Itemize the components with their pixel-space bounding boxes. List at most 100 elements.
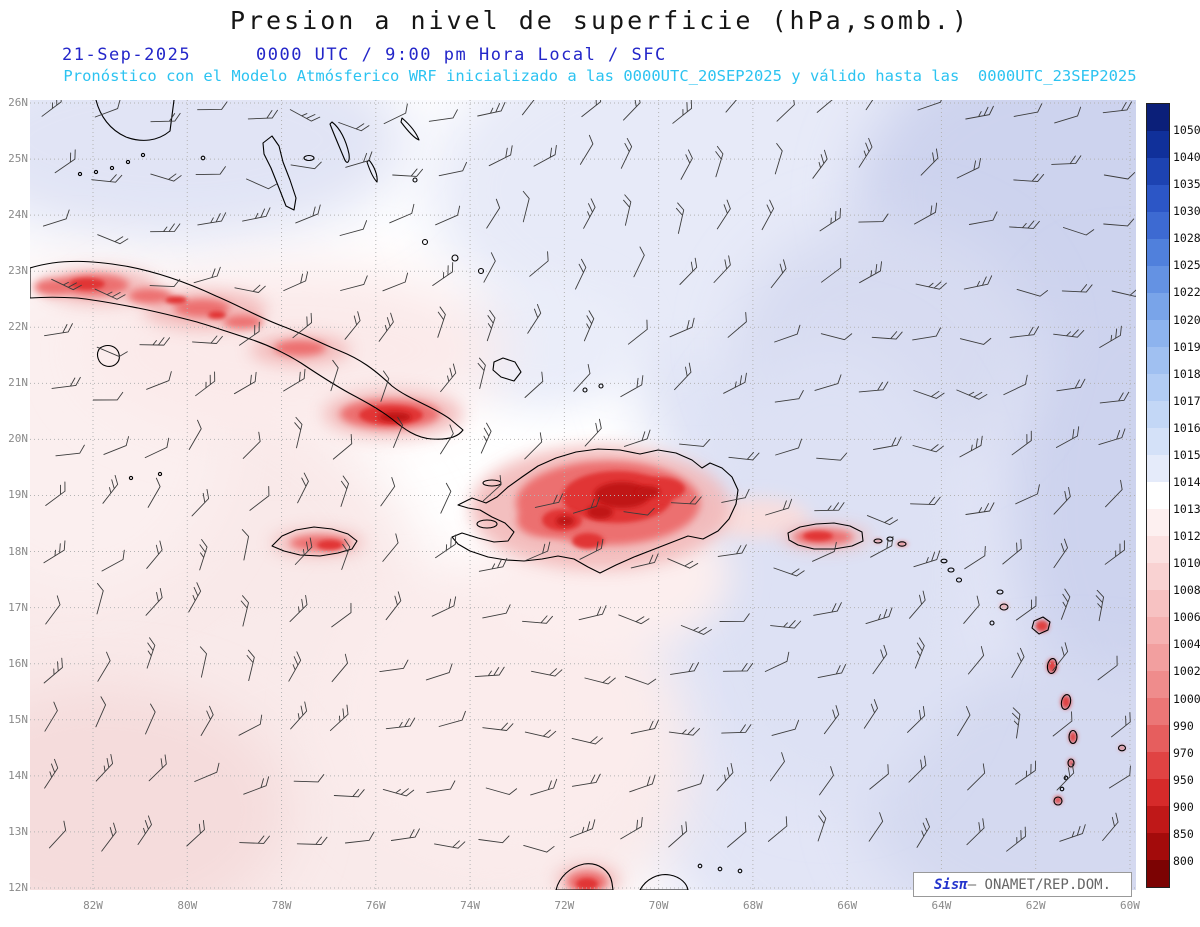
wind-barb [297, 472, 309, 504]
wind-barb [667, 558, 699, 569]
florida-keys [109, 165, 115, 171]
wind-barb [482, 722, 514, 731]
wind-barb [146, 637, 156, 669]
wind-barb [44, 323, 73, 337]
turks-islands [582, 387, 588, 393]
x-axis-tick-label: 80W [177, 899, 198, 912]
wind-barb [383, 103, 408, 125]
wind-barb [527, 304, 542, 334]
wind-barb [431, 596, 457, 617]
colorbar-level-label: 1008 [1173, 583, 1200, 598]
wind-barb [488, 145, 513, 167]
colorbar-level-label: 1013 [1173, 502, 1200, 517]
wind-barb [482, 474, 502, 502]
wind-barb [670, 662, 700, 675]
wind-barb [1104, 540, 1125, 565]
coastline-new-providence [303, 154, 315, 162]
wind-barb [817, 664, 847, 679]
wind-barb [425, 663, 453, 681]
wind-barb [44, 701, 58, 732]
colorbar-level-label: 1012 [1173, 529, 1200, 544]
wind-barb [199, 539, 208, 571]
colorbar-level-label: 850 [1173, 826, 1194, 841]
wind-barb [242, 207, 271, 222]
wind-barb [858, 381, 889, 393]
colorbar-level-label: 1010 [1173, 556, 1200, 571]
wind-barb [968, 211, 998, 225]
wind-barb [668, 727, 700, 736]
colorbar-level-label: 1006 [1173, 610, 1200, 625]
wind-barb [477, 357, 486, 389]
colorbar-cell [1147, 455, 1169, 482]
wind-barb [1103, 218, 1135, 227]
wind-barb [765, 498, 793, 516]
wind-barb [575, 258, 587, 290]
wind-barb [623, 507, 655, 516]
wind-barb [385, 591, 402, 621]
colorbar-level-label: 1035 [1173, 177, 1200, 192]
coastline-antigua [999, 603, 1009, 611]
wind-barb [234, 284, 266, 293]
wind-barb [917, 100, 944, 111]
wind-barb [1105, 479, 1123, 508]
wind-barb [959, 337, 992, 345]
wind-barb [435, 205, 461, 226]
colorbar-level-label: 1022 [1173, 285, 1200, 300]
colorbar-cell [1147, 644, 1169, 671]
wind-barb [674, 362, 692, 391]
wind-barb [292, 312, 313, 339]
wind-barb [1102, 812, 1119, 841]
wind-barb [101, 822, 117, 852]
wind-barb [871, 331, 903, 340]
wind-barb [103, 436, 130, 455]
wind-barb [858, 213, 889, 223]
wind-barb [48, 820, 67, 849]
wind-barb [912, 327, 941, 341]
wind-barb [819, 766, 834, 796]
wind-barb [379, 659, 409, 673]
wind-barb [42, 209, 70, 227]
pressure-colorbar-labels: 1050 1040 1035 1030 1028 1025 1022 1020 1019 1018… [1173, 103, 1200, 888]
wind-barb [1052, 642, 1069, 671]
wind-barb [102, 474, 119, 504]
wind-barb [1103, 172, 1136, 180]
wind-barb [522, 615, 553, 624]
wind-barb [45, 595, 61, 625]
wind-barb [51, 376, 81, 389]
wind-barb [1053, 538, 1068, 569]
wind-barb [477, 101, 506, 117]
wind-barb [186, 820, 205, 847]
x-axis-tick-label: 72W [554, 899, 575, 912]
x-axis-tick-label: 60W [1120, 899, 1140, 912]
wind-barb [572, 497, 600, 514]
map-title: Presion a nivel de superficie (hPa,somb.… [229, 6, 971, 35]
coastline-cuba [30, 260, 464, 440]
wind-barb [137, 815, 152, 845]
wind-barb [630, 553, 659, 569]
wind-barb [715, 145, 724, 178]
wind-barb [717, 544, 747, 557]
coastline-great-inagua [492, 357, 522, 382]
coastline-andros [262, 135, 297, 211]
wind-barb [94, 288, 126, 300]
wind-barb [338, 122, 370, 132]
wind-barb [1011, 647, 1025, 678]
colorbar-level-label: 1028 [1173, 231, 1200, 246]
colorbar-level-label: 1030 [1173, 204, 1200, 219]
credit-box: Sisπ – ONAMET/REP.DOM. [913, 872, 1132, 897]
wind-barb [529, 251, 549, 277]
wind-barb [43, 540, 66, 564]
wind-barb [583, 198, 596, 229]
wind-barb [908, 755, 927, 783]
coastline-st-vincent [1067, 758, 1075, 768]
wind-barb [873, 436, 902, 450]
y-axis-tick-label: 23N [8, 264, 28, 278]
wind-barb [290, 701, 308, 730]
wind-barb [246, 649, 255, 682]
wind-barb [339, 220, 368, 236]
coastline-dominica [1046, 657, 1058, 675]
coastline-gonave [476, 519, 498, 529]
wind-barb [332, 434, 353, 460]
wind-barb [668, 821, 688, 848]
wind-barb [1098, 428, 1126, 446]
